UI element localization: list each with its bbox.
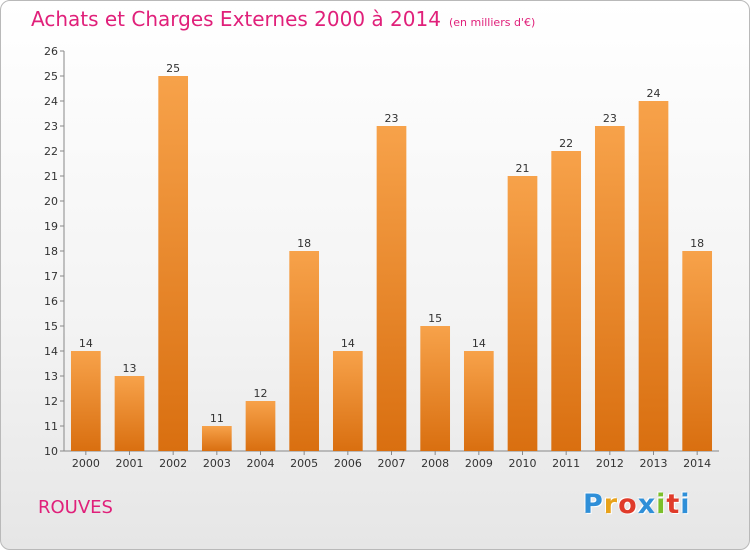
bar-value-label: 14 <box>472 337 486 350</box>
y-tick-label: 21 <box>44 170 58 183</box>
x-tick-label: 2009 <box>465 457 493 470</box>
y-tick-label: 17 <box>44 270 58 283</box>
chart-title-text: Achats et Charges Externes 2000 à 2014 <box>31 7 441 31</box>
bar-value-label: 25 <box>166 62 180 75</box>
chart-title: Achats et Charges Externes 2000 à 2014 (e… <box>31 7 535 31</box>
bar-value-label: 24 <box>647 87 661 100</box>
bar-2009 <box>463 351 494 451</box>
y-tick-label: 15 <box>44 320 58 333</box>
y-tick-label: 25 <box>44 70 58 83</box>
logo-letter: o <box>618 489 638 520</box>
logo-letter: i <box>680 489 691 520</box>
y-tick-label: 16 <box>44 295 58 308</box>
y-tick-label: 11 <box>44 420 58 433</box>
x-tick-label: 2003 <box>203 457 231 470</box>
bar-2005 <box>289 251 320 451</box>
x-tick-label: 2007 <box>378 457 406 470</box>
x-tick-label: 2000 <box>72 457 100 470</box>
x-tick-label: 2011 <box>552 457 580 470</box>
logo-letter: P <box>583 489 604 520</box>
proxiti-logo: Proxiti <box>583 489 691 520</box>
y-tick-label: 14 <box>44 345 58 358</box>
y-tick-label: 26 <box>44 45 58 58</box>
x-tick-label: 2008 <box>421 457 449 470</box>
y-tick-label: 22 <box>44 145 58 158</box>
bar-value-label: 14 <box>341 337 355 350</box>
bar-2008 <box>420 326 451 451</box>
bar-value-label: 12 <box>254 387 268 400</box>
logo-letter: i <box>656 489 667 520</box>
bar-value-label: 14 <box>79 337 93 350</box>
x-tick-label: 2001 <box>116 457 144 470</box>
y-tick-label: 19 <box>44 220 58 233</box>
bar-value-label: 15 <box>428 312 442 325</box>
bar-2010 <box>507 176 538 451</box>
bar-value-label: 21 <box>516 162 530 175</box>
bar-2002 <box>158 76 189 451</box>
bar-value-label: 23 <box>385 112 399 125</box>
y-tick-label: 24 <box>44 95 58 108</box>
chart-bars: 14 13 25 11 12 18 14 23 15 14 21 22 23 24 18 <box>70 62 713 451</box>
bar-value-label: 18 <box>297 237 311 250</box>
x-tick-label: 2004 <box>247 457 275 470</box>
y-tick-label: 12 <box>44 395 58 408</box>
y-tick-label: 10 <box>44 445 58 458</box>
x-tick-label: 2014 <box>683 457 711 470</box>
y-tick-label: 23 <box>44 120 58 133</box>
y-tick-label: 18 <box>44 245 58 258</box>
bar-2000 <box>70 351 101 451</box>
x-tick-label: 2006 <box>334 457 362 470</box>
y-tick-label: 13 <box>44 370 58 383</box>
x-tick-label: 2012 <box>596 457 624 470</box>
bar-2004 <box>245 401 276 451</box>
bar-2012 <box>594 126 625 451</box>
bar-value-label: 13 <box>123 362 137 375</box>
bar-value-label: 22 <box>559 137 573 150</box>
x-tick-label: 2005 <box>290 457 318 470</box>
x-tick-label: 2013 <box>640 457 668 470</box>
bar-value-label: 11 <box>210 412 224 425</box>
x-tick-label: 2010 <box>509 457 537 470</box>
x-tick-label: 2002 <box>159 457 187 470</box>
logo-letter: x <box>637 489 657 520</box>
chart-axes: 10 11 12 13 14 15 16 17 18 19 20 21 22 23 24 25 26 2000 20… <box>44 45 719 470</box>
bar-2011 <box>551 151 582 451</box>
bar-value-label: 23 <box>603 112 617 125</box>
bar-2003 <box>201 426 232 451</box>
bar-2014 <box>682 251 713 451</box>
logo-letter: t <box>666 489 681 520</box>
chart-subtitle: (en milliers d'€) <box>448 16 536 29</box>
bar-2006 <box>332 351 363 451</box>
y-tick-label: 20 <box>44 195 58 208</box>
bar-2013 <box>638 101 669 451</box>
bar-2001 <box>114 376 145 451</box>
bar-value-label: 18 <box>690 237 704 250</box>
bar-2007 <box>376 126 407 451</box>
commune-name: ROUVES <box>38 497 113 518</box>
logo-letter: r <box>603 489 619 520</box>
